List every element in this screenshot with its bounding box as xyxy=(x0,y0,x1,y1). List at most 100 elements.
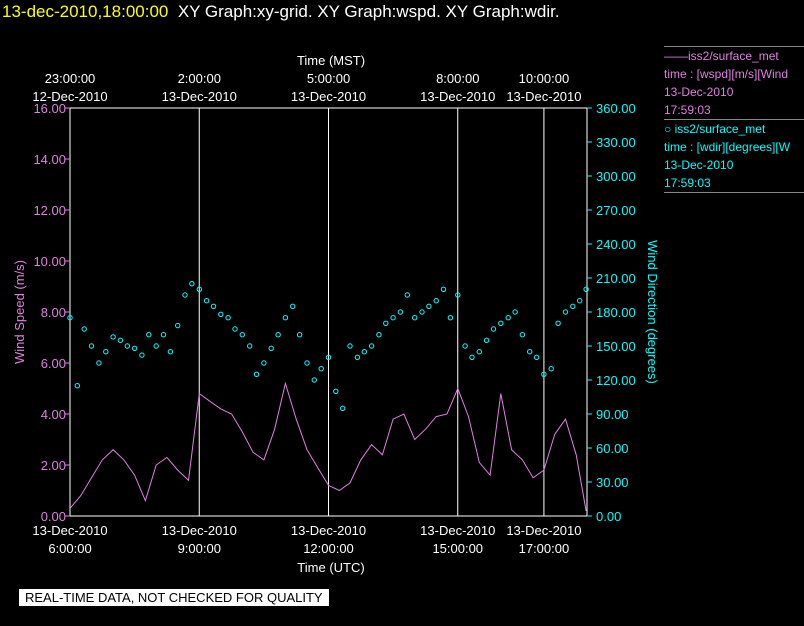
title-date: 13-dec-2010,18:00:00 xyxy=(2,2,169,21)
wdir-series xyxy=(67,281,589,411)
top-tick-time: 5:00:00 xyxy=(307,71,350,86)
wdir-point xyxy=(412,315,418,321)
bottom-tick-time: 12:00:00 xyxy=(303,541,354,556)
right-tick-label: 330.00 xyxy=(596,135,636,150)
wdir-point xyxy=(447,315,454,321)
left-tick-label: 16.00 xyxy=(33,101,66,116)
grid-lines xyxy=(198,108,545,516)
wdir-point xyxy=(175,322,181,329)
wdir-point xyxy=(433,298,439,304)
wdir-point xyxy=(440,286,447,292)
wdir-point xyxy=(512,309,518,315)
wdir-point xyxy=(519,332,526,338)
wdir-point xyxy=(210,303,217,309)
wdir-point xyxy=(562,309,569,315)
wdir-point xyxy=(88,343,95,349)
wdir-point xyxy=(261,360,267,366)
wdir-point xyxy=(139,352,145,358)
legend-wspd-variable: time : [wspd][m/s][Wind xyxy=(664,67,789,81)
wdir-point xyxy=(182,292,188,298)
bottom-tick-time: 15:00:00 xyxy=(432,541,483,556)
wdir-point xyxy=(131,345,138,351)
top-tick-date: 13-Dec-2010 xyxy=(291,89,366,104)
top-tick-time: 23:00:00 xyxy=(45,71,96,86)
top-tick-date: 12-Dec-2010 xyxy=(32,89,107,104)
wdir-point xyxy=(196,286,203,292)
wdir-point xyxy=(189,281,195,287)
bottom-tick-date: 13-Dec-2010 xyxy=(162,523,237,538)
wdir-point xyxy=(347,343,353,349)
legend-wdir-variable: time : [wdir][degrees][W xyxy=(664,140,791,154)
wdir-point xyxy=(505,315,511,321)
wdir-point xyxy=(290,303,296,309)
legend-wspd-time: 17:59:03 xyxy=(664,103,711,117)
top-tick-time: 10:00:00 xyxy=(519,71,570,86)
top-axis-label: Time (MST) xyxy=(297,53,365,68)
wdir-point xyxy=(218,311,224,317)
wdir-point xyxy=(462,343,468,349)
wdir-point xyxy=(167,349,174,355)
top-tick-date: 13-Dec-2010 xyxy=(162,89,237,104)
wdir-point xyxy=(296,332,303,338)
left-tick-label: 0.00 xyxy=(41,509,66,524)
wdir-point xyxy=(203,298,210,304)
wdir-point xyxy=(282,315,289,321)
wdir-point xyxy=(110,334,116,340)
wdir-point xyxy=(555,320,561,326)
wdir-point xyxy=(361,349,367,355)
wdir-point xyxy=(311,377,317,383)
legend: ——iss2/surface_met time : [wspd][m/s][Wi… xyxy=(664,46,804,193)
wdir-point xyxy=(96,360,102,366)
right-tick-label: 0.00 xyxy=(596,509,621,524)
wdir-point xyxy=(225,315,231,321)
wdir-point xyxy=(419,309,425,315)
wdir-point xyxy=(275,332,281,338)
bottom-tick-time: 6:00:00 xyxy=(48,541,91,556)
wdir-point xyxy=(476,349,482,355)
wdir-point xyxy=(383,320,389,326)
legend-wdir-source: ○ iss2/surface_met xyxy=(664,122,766,136)
wdir-point xyxy=(397,309,404,315)
wdir-point xyxy=(81,326,87,332)
top-tick-time: 8:00:00 xyxy=(436,71,479,86)
right-tick-label: 240.00 xyxy=(596,237,636,252)
wdir-point xyxy=(160,332,167,338)
quality-warning-badge: REAL-TIME DATA, NOT CHECKED FOR QUALITY xyxy=(19,589,329,606)
wdir-point xyxy=(404,292,410,298)
bottom-tick-time: 17:00:00 xyxy=(519,541,570,556)
wdir-point xyxy=(577,298,583,304)
wdir-point xyxy=(153,343,159,349)
top-tick-date: 13-Dec-2010 xyxy=(506,89,581,104)
legend-wspd-date: 13-Dec-2010 xyxy=(664,85,734,99)
left-tick-label: 12.00 xyxy=(33,203,66,218)
wdir-point xyxy=(527,349,533,355)
wdir-point xyxy=(426,303,432,309)
wdir-point xyxy=(455,292,461,298)
bottom-tick-date: 13-Dec-2010 xyxy=(32,523,107,538)
wdir-point xyxy=(268,345,274,351)
top-axis: 23:00:00 12-Dec-2010 2:00:00 13-Dec-2010 5:0… xyxy=(32,71,581,104)
wdir-point xyxy=(533,354,540,360)
right-tick-label: 150.00 xyxy=(596,339,636,354)
bottom-tick-date: 13-Dec-2010 xyxy=(506,523,581,538)
wdir-point xyxy=(354,354,361,360)
window-title: 13-dec-2010,18:00:00 XY Graph:xy-grid. X… xyxy=(2,2,560,22)
left-tick-label: 2.00 xyxy=(41,458,66,473)
wdir-point xyxy=(469,354,475,360)
wdir-point xyxy=(67,315,73,321)
wspd-series-line xyxy=(69,381,587,511)
wdir-point xyxy=(498,320,504,326)
wdir-point xyxy=(333,388,339,394)
wdir-point xyxy=(548,366,554,372)
wdir-point xyxy=(390,315,396,321)
wdir-point xyxy=(304,360,310,366)
wdir-point xyxy=(483,337,490,343)
title-graphs: XY Graph:xy-grid. XY Graph:wspd. XY Grap… xyxy=(177,2,560,21)
wdir-point xyxy=(541,371,547,377)
top-tick-date: 13-Dec-2010 xyxy=(420,89,495,104)
bottom-axis: 13-Dec-2010 6:00:00 13-Dec-2010 9:00:00 13-D… xyxy=(32,523,581,556)
right-tick-label: 360.00 xyxy=(596,101,636,116)
wdir-point xyxy=(376,332,382,338)
left-tick-label: 10.00 xyxy=(33,254,66,269)
